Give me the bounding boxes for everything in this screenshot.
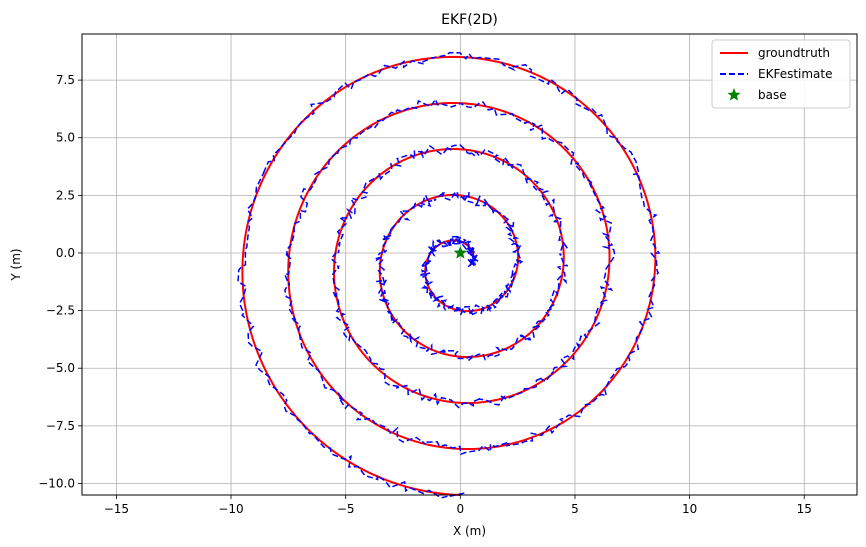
- y-tick-label: −10.0: [38, 476, 75, 490]
- ticks: −15 −10 −5 0 5 10 15 −10.0 −7.5 −5.0 −2.5 0.0 2.5 5.0…: [38, 73, 812, 516]
- series-line-EKFestimate: [237, 51, 661, 499]
- x-tick-label: 0: [457, 502, 465, 516]
- x-tick-label: −5: [337, 502, 355, 516]
- y-tick-label: 5.0: [56, 131, 75, 145]
- base-marker: [453, 245, 467, 259]
- chart-title: EKF(2D): [441, 12, 498, 28]
- legend-marker-base: [727, 88, 741, 101]
- y-tick-label: −2.5: [46, 304, 75, 318]
- legend: groundtruth EKFestimate base: [711, 39, 851, 109]
- x-tick-label: −15: [104, 502, 129, 516]
- legend-box: [711, 39, 851, 109]
- plot-area: [237, 51, 661, 499]
- y-axis-label: Y (m): [9, 248, 23, 281]
- x-tick-label: 5: [571, 502, 579, 516]
- y-tick-label: 7.5: [56, 73, 75, 87]
- y-tick-label: −7.5: [46, 419, 75, 433]
- y-tick-label: 2.5: [56, 188, 75, 202]
- legend-label-base: base: [758, 88, 787, 102]
- legend-label-EKFestimate: EKFestimate: [758, 67, 833, 81]
- x-tick-label: −10: [218, 502, 243, 516]
- x-tick-label: 10: [682, 502, 697, 516]
- x-tick-label: 15: [797, 502, 812, 516]
- y-tick-label: −5.0: [46, 361, 75, 375]
- y-tick-label: 0.0: [56, 246, 75, 260]
- legend-label-groundtruth: groundtruth: [758, 46, 830, 60]
- x-axis-label: X (m): [453, 524, 486, 538]
- axes-frame: [81, 33, 858, 496]
